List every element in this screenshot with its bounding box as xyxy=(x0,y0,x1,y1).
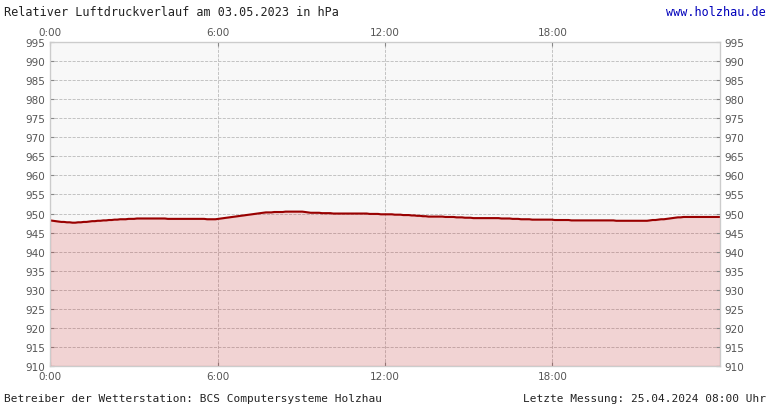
Text: Relativer Luftdruckverlauf am 03.05.2023 in hPa: Relativer Luftdruckverlauf am 03.05.2023… xyxy=(4,6,339,19)
Text: Letzte Messung: 25.04.2024 08:00 Uhr: Letzte Messung: 25.04.2024 08:00 Uhr xyxy=(523,393,766,403)
Text: Betreiber der Wetterstation: BCS Computersysteme Holzhau: Betreiber der Wetterstation: BCS Compute… xyxy=(4,393,382,403)
Text: www.holzhau.de: www.holzhau.de xyxy=(666,6,766,19)
